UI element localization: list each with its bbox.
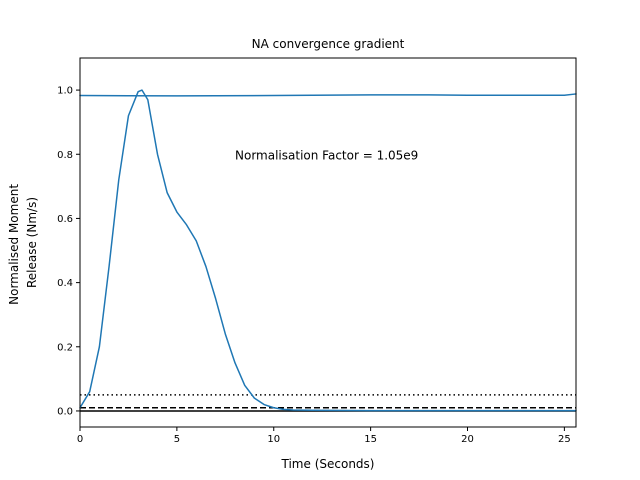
series-line-1 xyxy=(79,93,577,97)
y-axis-ticks: 0.0 0.2 0.4 0.6 0.8 1.0 xyxy=(57,86,80,417)
y-axis-label: Normalised Moment Release (Nm/s) xyxy=(7,180,39,305)
x-tick-label: 5 xyxy=(174,434,180,445)
x-axis-label: Time (Seconds) xyxy=(281,457,375,471)
data-series xyxy=(79,89,577,412)
x-axis-ticks: 0 5 10 15 20 25 xyxy=(77,427,571,445)
x-tick-label: 25 xyxy=(558,434,571,445)
x-tick-label: 0 xyxy=(77,434,83,445)
y-axis-label-line-1: Normalised Moment xyxy=(7,184,21,305)
series-line-2 xyxy=(79,89,577,412)
y-axis-label-line-2: Release (Nm/s) xyxy=(25,197,39,288)
axes-frame xyxy=(79,57,577,428)
y-tick-label: 1.0 xyxy=(57,86,73,97)
y-tick-label: 0.4 xyxy=(57,278,73,289)
x-tick-label: 20 xyxy=(461,434,474,445)
y-tick-label: 0.0 xyxy=(57,406,73,417)
y-tick-label: 0.2 xyxy=(57,342,73,353)
x-tick-label: 15 xyxy=(364,434,377,445)
x-tick-label: 10 xyxy=(267,434,280,445)
y-tick-label: 0.6 xyxy=(57,214,73,225)
normalisation-factor-annotation: Normalisation Factor = 1.05e9 xyxy=(235,148,418,162)
chart-title: NA convergence gradient xyxy=(252,37,405,51)
y-tick-label: 0.8 xyxy=(57,150,73,161)
